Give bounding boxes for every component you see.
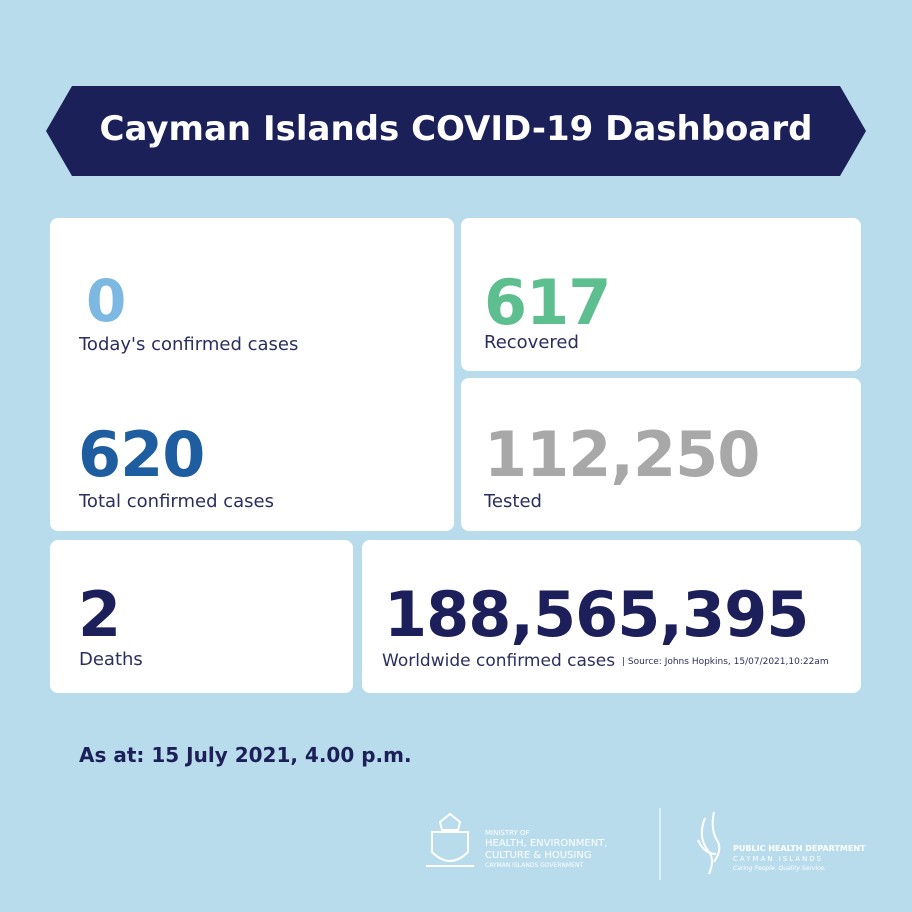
stat-value: 188,565,395: [384, 578, 809, 651]
card: [461, 218, 861, 371]
source-note: | Source: Johns Hopkins, 15/07/2021,10:2…: [622, 657, 829, 667]
phd-logo: [697, 811, 721, 875]
stat-label: Deaths: [79, 649, 143, 670]
stat-label: Tested: [484, 491, 542, 512]
stat-value: 620: [78, 418, 205, 491]
stat-value: 2: [78, 578, 121, 651]
ministry-line: CAYMAN ISLANDS GOVERNMENT: [485, 862, 584, 869]
stat-value: 0: [86, 267, 126, 335]
department-line: Caring People. Quality Service.: [733, 865, 826, 872]
crest: [426, 812, 474, 867]
card: [50, 540, 353, 693]
ministry-line: HEALTH, ENVIRONMENT,: [485, 838, 608, 849]
stat-label: Worldwide confirmed cases: [382, 651, 616, 671]
stat-value: 112,250: [484, 418, 760, 491]
card: [362, 540, 861, 693]
card: [461, 378, 861, 531]
department-line: PUBLIC HEALTH DEPARTMENT: [733, 844, 866, 853]
stat-label: Today's confirmed cases: [79, 334, 299, 355]
stat-value: 617: [484, 266, 611, 339]
ministry-line: CULTURE & HOUSING: [485, 850, 592, 861]
stat-label: Total confirmed cases: [79, 491, 275, 512]
title: Cayman Islands COVID-19 Dashboard: [99, 109, 813, 149]
as-at: As at: 15 July 2021, 4.00 p.m.: [79, 743, 412, 767]
ministry-line: MINISTRY OF: [485, 829, 530, 837]
department-line: CAYMAN ISLANDS: [733, 855, 824, 863]
stat-label: Recovered: [484, 332, 579, 353]
title-banner: [46, 86, 866, 176]
card: [50, 218, 454, 531]
